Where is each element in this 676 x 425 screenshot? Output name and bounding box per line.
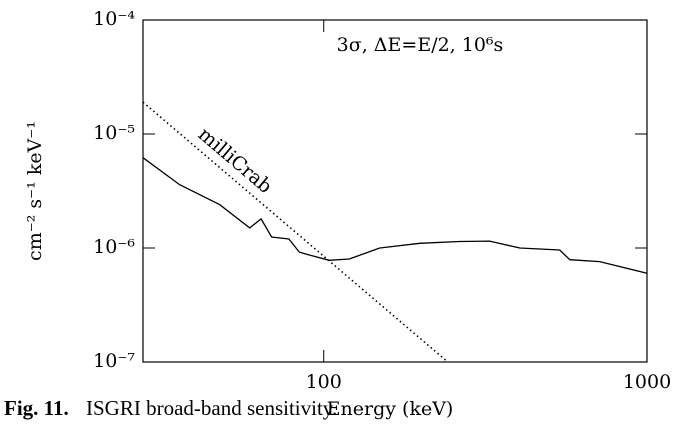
series-label: milliCrab	[194, 123, 276, 198]
x-tick-label: 1000	[623, 371, 671, 393]
series-line	[142, 157, 648, 274]
y-axis-label: cm⁻² s⁻¹ keV⁻¹	[24, 121, 46, 261]
annotation: 3σ, ΔE=E/2, 10⁶s	[337, 34, 504, 56]
x-tick-label: 100	[306, 371, 342, 393]
caption-label: Fig. 11.	[4, 396, 69, 420]
y-tick-label: 10⁻⁴	[93, 8, 135, 30]
y-tick-label: 10⁻⁵	[93, 122, 135, 144]
plot-frame	[142, 19, 648, 363]
x-axis-label: Energy (keV)	[327, 398, 454, 420]
y-tick-label: 10⁻⁶	[93, 236, 135, 258]
y-tick-label: 10⁻⁷	[93, 350, 135, 372]
series-line	[142, 101, 449, 363]
caption: ISGRI broad-band sensitivity.	[86, 396, 337, 420]
